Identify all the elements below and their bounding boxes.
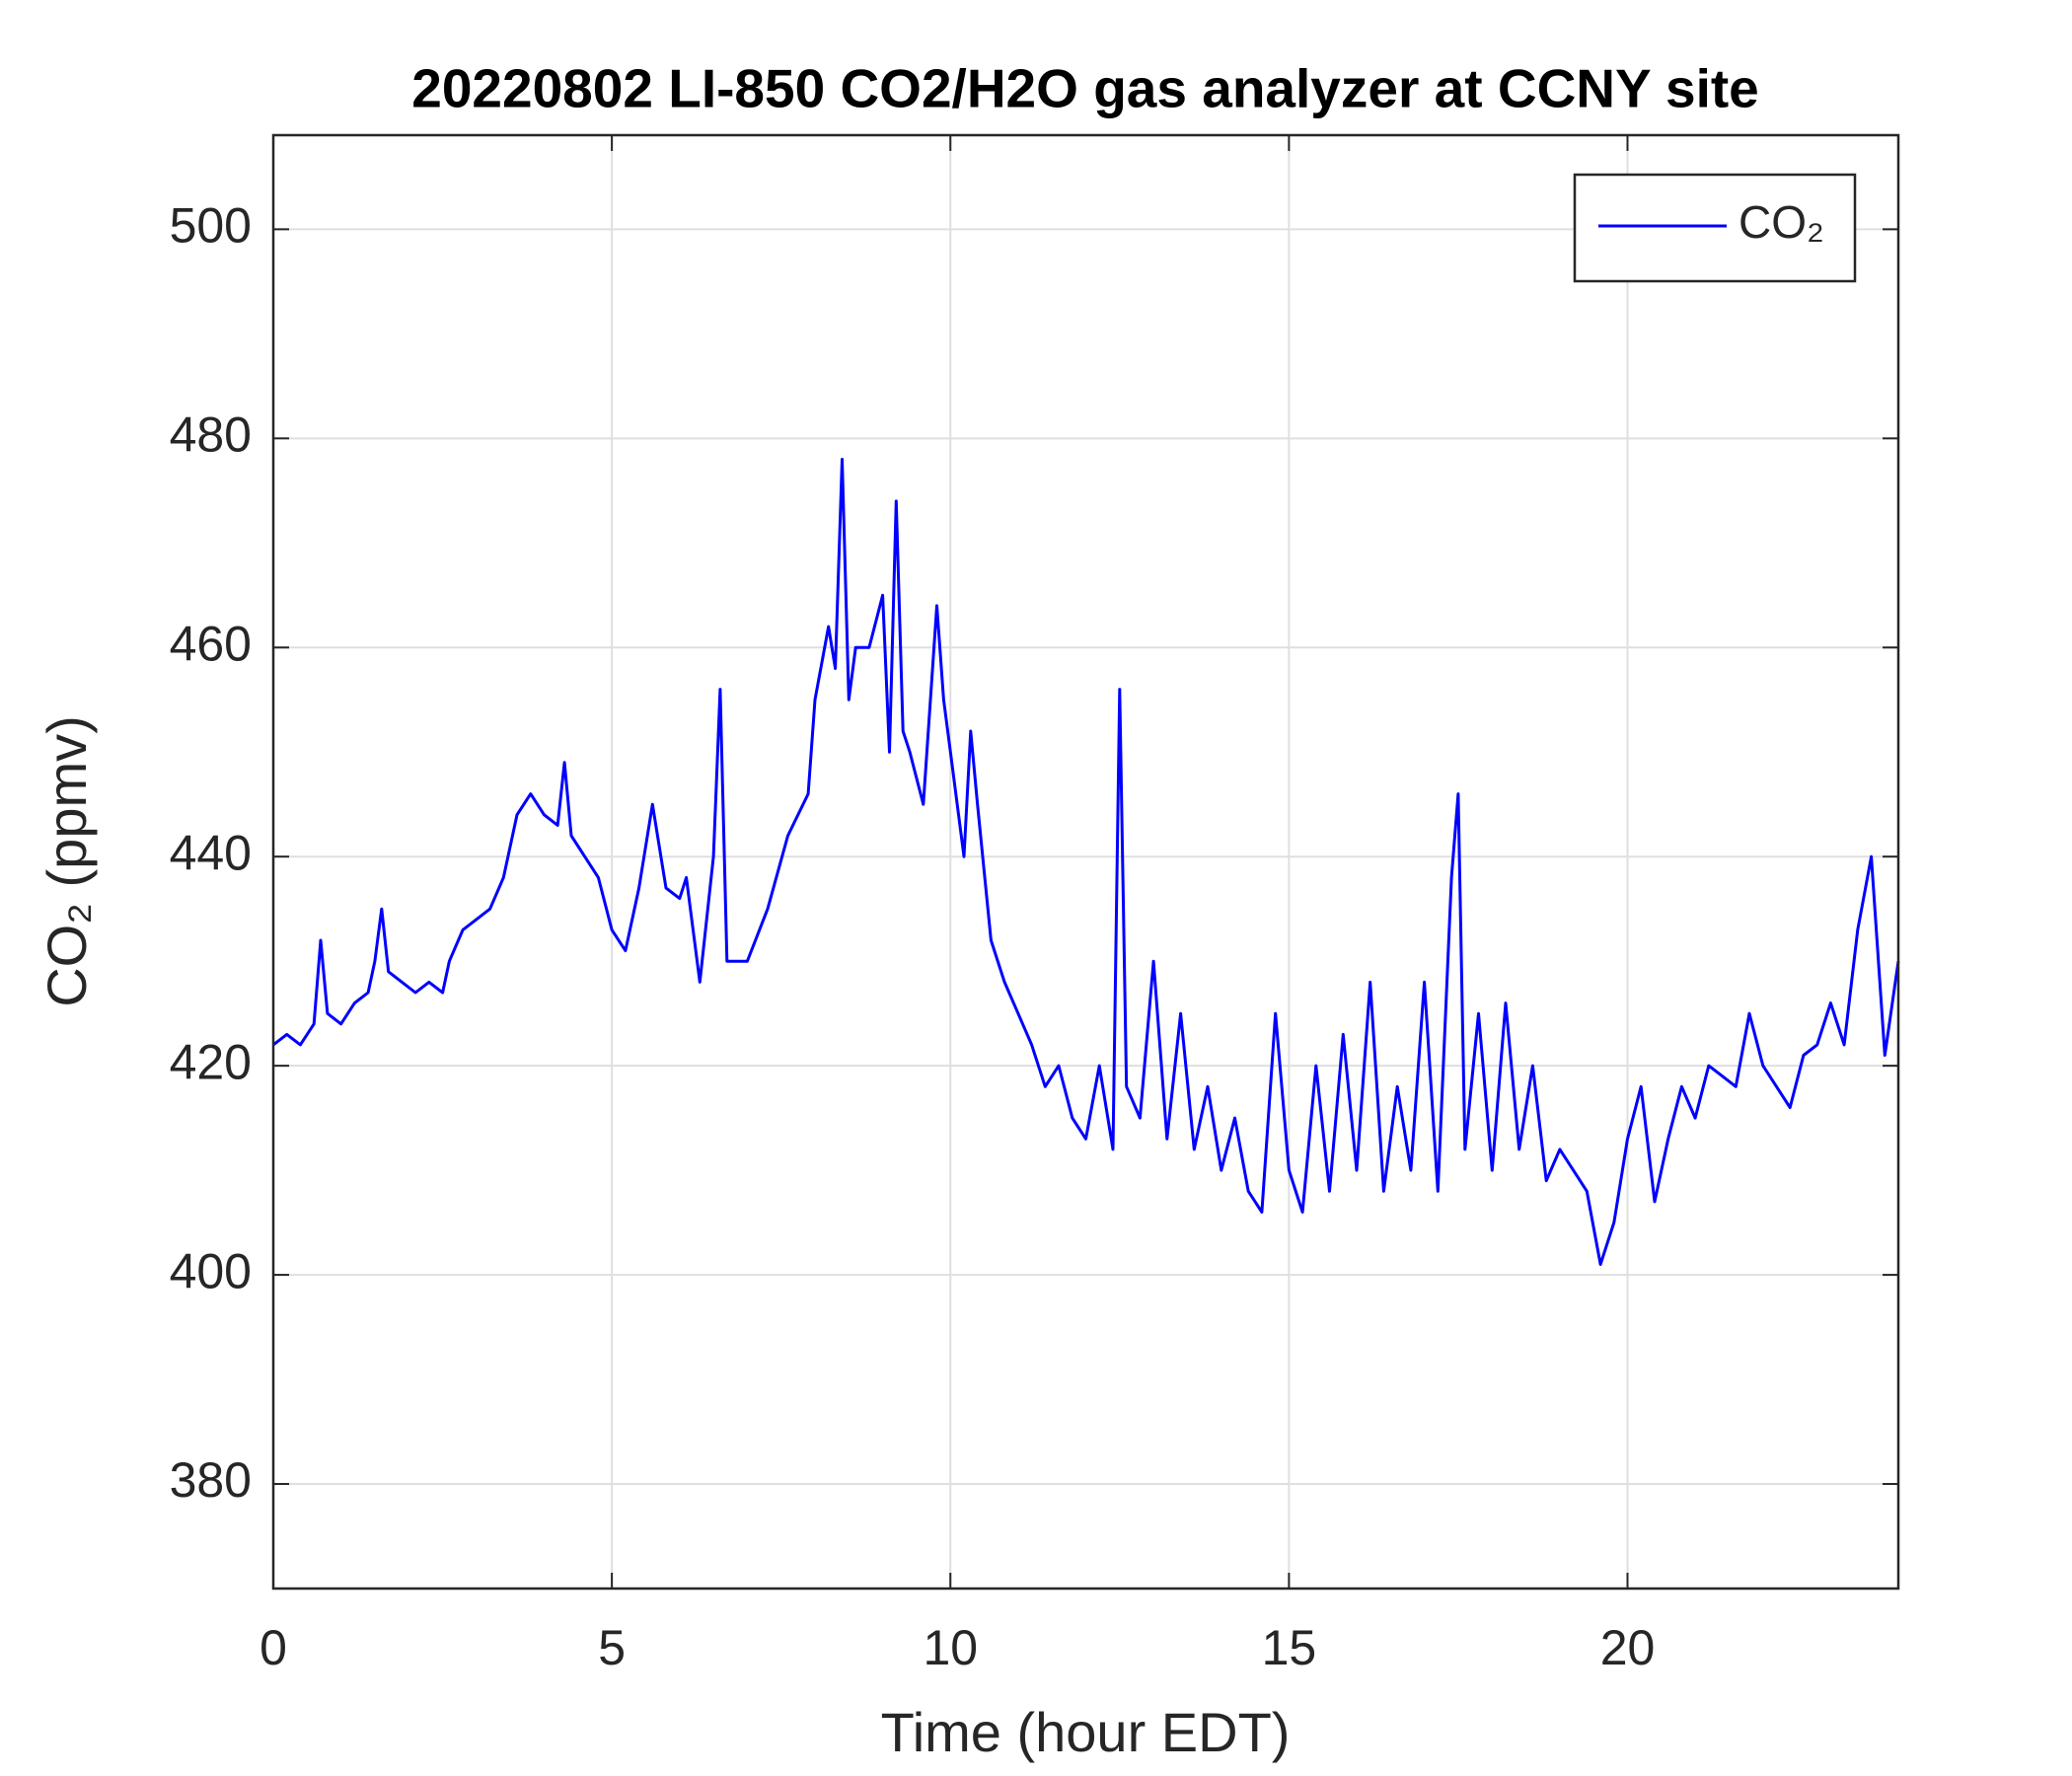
- y-tick-label: 420: [170, 1034, 252, 1089]
- legend-label: CO₂: [1739, 196, 1824, 248]
- y-tick-label: 480: [170, 407, 252, 463]
- axes-box: [271, 133, 1900, 1591]
- y-tick-label: 460: [170, 616, 252, 671]
- data-line: [272, 458, 1900, 1266]
- x-axis-label: Time (hour EDT): [881, 1701, 1291, 1763]
- y-tick-label: 440: [170, 825, 252, 880]
- y-tick-label: 400: [170, 1243, 252, 1298]
- y-tick-label: 500: [170, 198, 252, 254]
- legend-box: [1573, 173, 1857, 283]
- x-tick-label: 15: [1262, 1620, 1317, 1675]
- x-tick-label: 5: [598, 1620, 626, 1675]
- chart-title: 20220802 LI-850 CO2/H2O gas analyzer at …: [411, 58, 1759, 119]
- y-tick-label: 380: [170, 1452, 252, 1508]
- legend: CO₂: [1573, 173, 1857, 283]
- y-axis-label: CO₂ (ppmv): [36, 715, 98, 1007]
- plot-area: [272, 458, 1900, 1266]
- x-tick-label: 10: [923, 1620, 978, 1675]
- x-tick-label: 0: [259, 1620, 287, 1675]
- x-tick-label: 20: [1600, 1620, 1656, 1675]
